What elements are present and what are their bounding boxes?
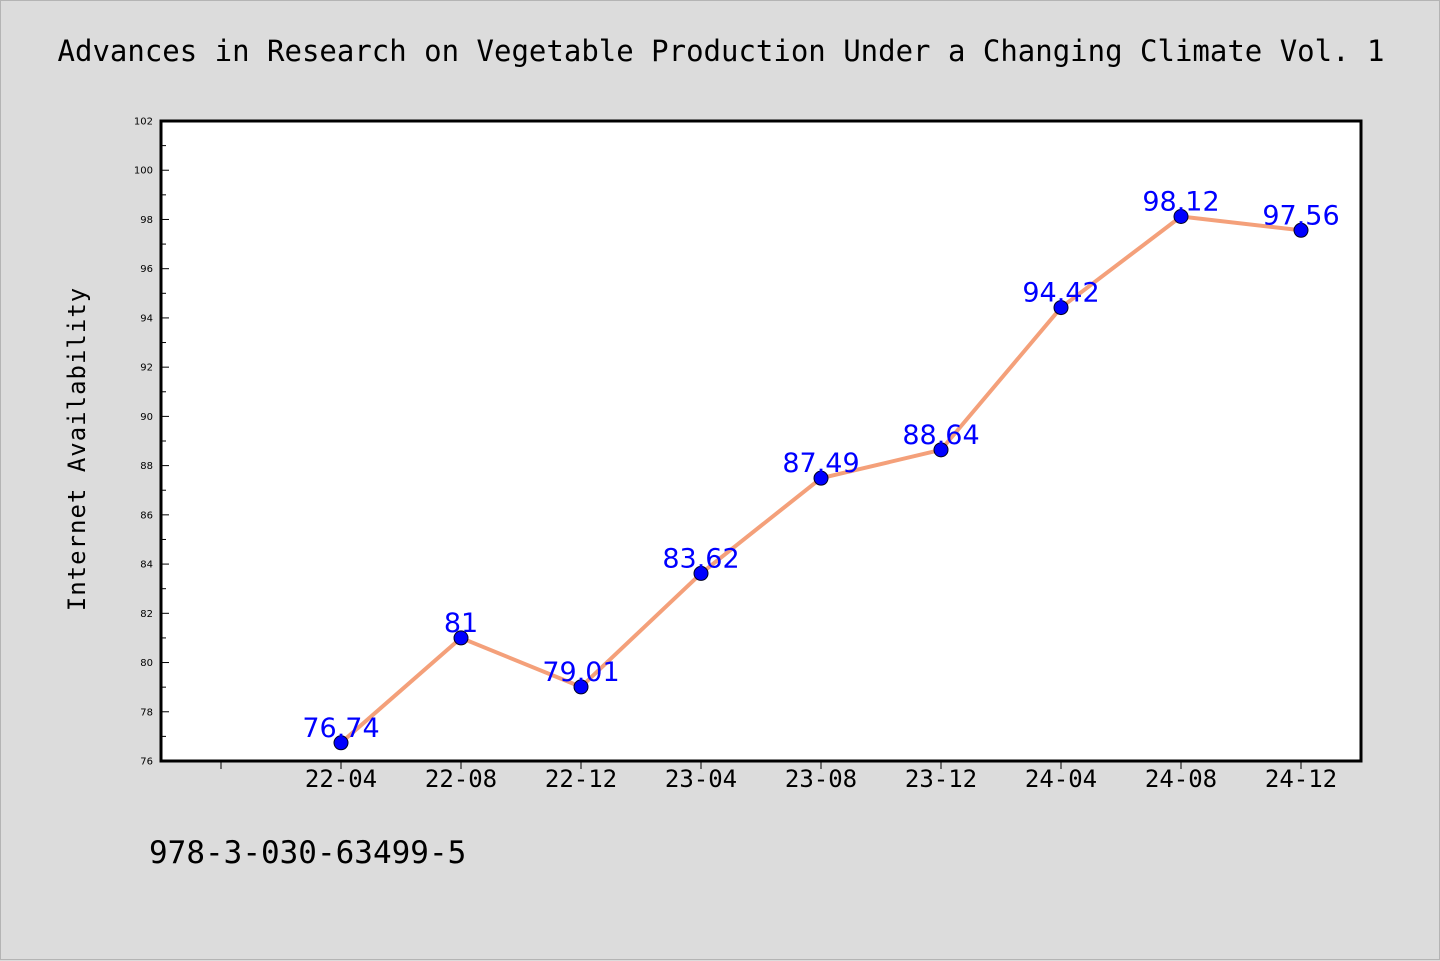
data-point (453, 630, 469, 646)
data-point (693, 565, 709, 581)
y-tick-label: 98 (140, 215, 153, 226)
x-tick-label: 22-04 (305, 765, 377, 793)
y-tick-label: 86 (140, 510, 153, 521)
data-label: 98.12 (1142, 187, 1219, 218)
x-tick-label: 23-12 (905, 765, 977, 793)
data-point (933, 442, 949, 458)
x-tick-label: 23-08 (785, 765, 857, 793)
data-label: 88.64 (902, 420, 979, 451)
data-point (1173, 209, 1189, 225)
y-tick-label: 80 (140, 658, 153, 669)
y-tick-label: 88 (140, 461, 153, 472)
data-point (1293, 222, 1309, 238)
y-tick-label: 94 (140, 313, 153, 324)
data-point (333, 735, 349, 751)
data-label: 83.62 (662, 543, 739, 574)
plot-area (159, 119, 1363, 763)
data-point (813, 470, 829, 486)
x-tick-label: 22-08 (425, 765, 497, 793)
y-tick-label: 100 (134, 166, 153, 177)
y-tick-label: 76 (140, 757, 153, 768)
x-tick-label: 24-08 (1145, 765, 1217, 793)
data-label: 97.56 (1262, 200, 1339, 231)
data-label: 94.42 (1022, 278, 1099, 309)
x-tick-label: 24-04 (1025, 765, 1097, 793)
y-tick-label: 78 (140, 707, 153, 718)
isbn-text: 978-3-030-63499-5 (149, 835, 467, 871)
y-tick-label: 84 (140, 560, 153, 571)
x-tick-label: 23-04 (665, 765, 737, 793)
data-label: 79.01 (542, 657, 619, 688)
data-point (1053, 300, 1069, 316)
y-tick-label: 82 (140, 609, 153, 620)
data-label: 81 (444, 608, 478, 639)
data-label: 87.49 (782, 448, 859, 479)
y-tick-label: 90 (140, 412, 153, 423)
data-point (573, 679, 589, 695)
y-tick-label: 102 (134, 117, 153, 128)
y-tick-label: 92 (140, 363, 153, 374)
x-tick-label: 24-12 (1265, 765, 1337, 793)
chart-title: Advances in Research on Vegetable Produc… (57, 34, 1385, 68)
data-label: 76.74 (302, 713, 379, 744)
y-tick-label: 96 (140, 264, 153, 275)
x-tick-label: 22-12 (545, 765, 617, 793)
